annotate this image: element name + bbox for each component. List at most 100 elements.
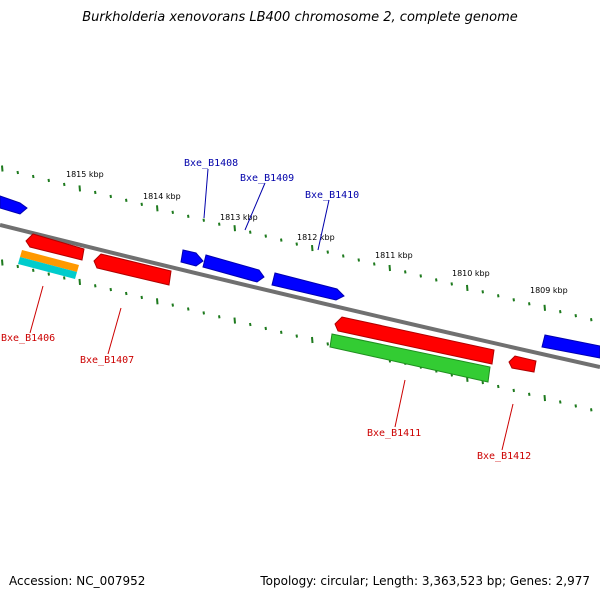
outer-tick-3: [47, 178, 50, 183]
outer-tick-17: [264, 234, 267, 238]
outer-tick-4: [63, 182, 66, 187]
gene-label-bxe-b1412[interactable]: Bxe_B1412: [477, 451, 531, 462]
outer-tick-2: [32, 174, 35, 179]
leader-bxe-b1407: [107, 307, 122, 355]
leader-bxe-b1411: [394, 379, 406, 428]
scale-label-1811: 1811 kbp: [375, 251, 413, 260]
inner-tick-18: [280, 330, 283, 334]
inner-tick-37: [574, 404, 577, 408]
gene-arrow-bxe-b1409[interactable]: [202, 254, 265, 283]
outer-tick-16: [249, 230, 252, 234]
outer-tick-18: [280, 238, 283, 242]
outer-tick-14: [218, 222, 221, 226]
gene-label-bxe-b1408[interactable]: Bxe_B1408: [184, 158, 238, 169]
outer-tick-6: [94, 190, 97, 195]
outer-tick-36: [559, 310, 562, 314]
inner-tick-34: [528, 392, 531, 396]
inner-tick-19: [295, 334, 298, 338]
inner-tick-21: [326, 342, 329, 346]
outer-tick-38: [590, 318, 593, 322]
outer-tick-32: [497, 294, 500, 298]
scale-label-1812: 1812 kbp: [297, 233, 335, 242]
leader-bxe-b1406: [29, 285, 44, 334]
gene-arrow-bxe-b1406[interactable]: [25, 233, 85, 261]
scale-label-1813: 1813 kbp: [220, 213, 258, 222]
accession-text: Accession: NC_007952: [9, 574, 146, 588]
outer-tick-29: [450, 282, 453, 286]
outer-tick-12: [187, 214, 190, 218]
outer-tick-10: [156, 205, 159, 212]
gene-label-bxe-b1406[interactable]: Bxe_B1406: [1, 333, 55, 344]
outer-tick-33: [512, 298, 515, 302]
feature-cyan[interactable]: [18, 257, 77, 279]
inner-tick-4: [63, 276, 66, 280]
outer-tick-0: [1, 165, 4, 172]
outer-tick-19: [295, 242, 298, 246]
inner-tick-2: [32, 268, 35, 272]
gene-arrow-bxe-b1407[interactable]: [93, 253, 172, 286]
outer-tick-31: [481, 290, 484, 294]
inner-tick-13: [202, 311, 205, 315]
leader-bxe-b1410: [317, 199, 330, 251]
inner-tick-35: [543, 395, 546, 402]
forward-genes: [0, 195, 600, 359]
gene-arrow-bxe-b1412[interactable]: [508, 355, 537, 373]
leader-bxe-b1409: [244, 182, 266, 231]
gene-labels: Bxe_B1408 Bxe_B1409 Bxe_B1410 Bxe_B1406 …: [1, 158, 531, 462]
outer-tick-37: [574, 314, 577, 318]
inner-scale-ticks: [1, 259, 593, 412]
scale-label-1810: 1810 kbp: [452, 269, 490, 278]
outer-tick-11: [171, 210, 174, 214]
outer-tick-13: [202, 218, 205, 222]
rna-feature-green[interactable]: [329, 333, 491, 383]
inner-tick-32: [497, 384, 500, 389]
gene-arrow-forward-1[interactable]: [0, 195, 28, 215]
topology-summary: Topology: circular; Length: 3,363,523 bp…: [260, 574, 590, 588]
gene-arrow-bxe-b1408-region[interactable]: [180, 249, 204, 267]
inner-tick-6: [94, 284, 97, 288]
inner-tick-20: [311, 336, 314, 344]
gene-arrow-forward-right[interactable]: [541, 334, 600, 359]
scale-labels: 1815 kbp 1814 kbp 1813 kbp 1812 kbp 1811…: [66, 170, 568, 295]
outer-tick-27: [419, 274, 422, 278]
outer-tick-9: [140, 202, 143, 206]
outer-tick-7: [109, 194, 112, 199]
inner-tick-33: [512, 388, 515, 393]
inner-tick-15: [233, 317, 236, 324]
inner-tick-14: [218, 315, 221, 319]
inner-tick-31: [481, 380, 484, 385]
outer-tick-25: [388, 264, 391, 272]
gene-arrow-bxe-b1410[interactable]: [271, 272, 345, 301]
leader-bxe-b1412: [501, 403, 514, 451]
leader-bxe-b1408: [203, 168, 209, 219]
inner-tick-3: [47, 272, 50, 276]
inner-tick-11: [171, 303, 174, 307]
outer-tick-35: [543, 304, 546, 311]
inner-tick-12: [187, 307, 190, 311]
gene-arrow-bxe-b1411[interactable]: [334, 316, 495, 365]
scale-label-1814: 1814 kbp: [143, 192, 181, 201]
outer-tick-21: [326, 250, 329, 254]
genome-title: Burkholderia xenovorans LB400 chromosome…: [82, 10, 518, 25]
gene-label-bxe-b1410[interactable]: Bxe_B1410: [305, 190, 359, 201]
inner-tick-5: [78, 278, 81, 285]
outer-tick-5: [78, 185, 81, 192]
inner-tick-38: [590, 408, 593, 412]
outer-tick-26: [404, 270, 407, 274]
gene-label-bxe-b1407[interactable]: Bxe_B1407: [80, 355, 134, 366]
inner-tick-9: [140, 295, 143, 300]
outer-tick-34: [528, 302, 531, 306]
inner-tick-16: [249, 322, 252, 327]
gene-label-bxe-b1409[interactable]: Bxe_B1409: [240, 173, 294, 184]
outer-tick-20: [311, 245, 314, 252]
inner-tick-1: [16, 264, 19, 269]
outer-tick-22: [342, 254, 345, 258]
feature-orange[interactable]: [20, 250, 79, 272]
chromosome-backbone: [0, 223, 600, 369]
gene-label-bxe-b1411[interactable]: Bxe_B1411: [367, 428, 421, 439]
outer-tick-1: [16, 170, 19, 175]
inner-tick-7: [109, 287, 112, 292]
inner-tick-36: [559, 400, 562, 404]
